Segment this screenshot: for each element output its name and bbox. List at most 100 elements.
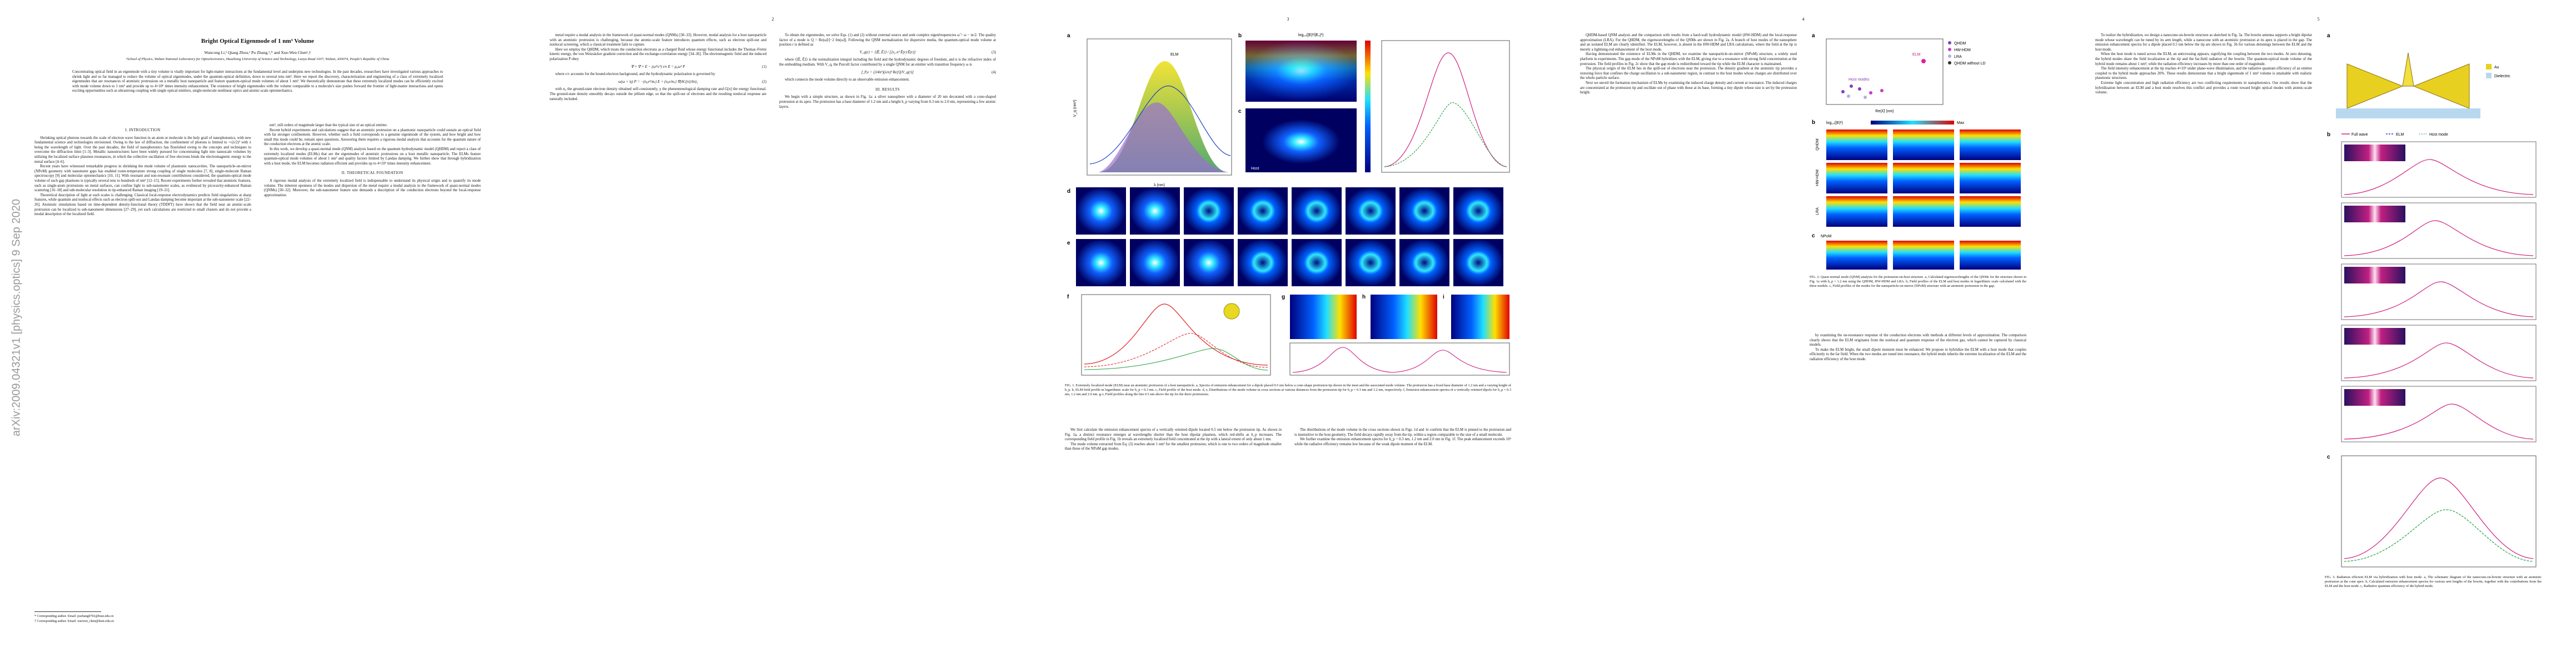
paragraph: where ε∞ accounts for the bound-electron… (555, 72, 715, 77)
legend-label: QHDM without LD (1954, 62, 1985, 66)
paragraph: When the host mode is tuned across the E… (2095, 52, 2312, 66)
equation-body: f_P,e = (3/4π²)(λ/n)³ Re[Q/V_q(r)] (861, 70, 914, 74)
legend-label: Host mode (2429, 133, 2448, 137)
graphic (1826, 241, 1887, 270)
graphic (1346, 239, 1396, 286)
panel-label: c (1812, 233, 1815, 239)
curve (2344, 477, 2534, 559)
graphic (2341, 263, 2537, 320)
curve (1292, 347, 1507, 373)
text-column: QHDM-based QNM analysis and the comparis… (1580, 33, 1797, 634)
row-label: LRA (1816, 207, 1820, 215)
text-column: To realize the hybridization, we design … (2095, 33, 2312, 634)
equation-number: (3) (991, 50, 996, 54)
graphic (1130, 187, 1180, 235)
text-column: metal require a modal analysis in the fr… (550, 33, 766, 634)
equation-body: ∇ × ∇ × E − (ω²/c²) ε∞ E = μ₀ω² P (631, 64, 685, 69)
graphic (2344, 206, 2405, 222)
authors: Wancong Li,¹ Qiang Zhou,¹ Pu Zhang,¹,* a… (204, 50, 311, 55)
page: 4 a Re(λ̃) (nm) ELM Host modes QHDM HW-H… (1546, 0, 2061, 667)
mode-maps (1826, 130, 2021, 227)
equation-body: ω(ω + iγ) P = −(n₀e²/mₑ) E + (n₀e/mₑ) ∇(… (618, 79, 698, 84)
text-column: I. INTRODUCTION Shrinking optical photons… (34, 123, 251, 607)
mode-maps (1076, 187, 1503, 235)
paragraph: metal require a modal analysis in the fr… (550, 33, 766, 47)
axes (1087, 38, 1232, 176)
legend-label: ELM (2396, 133, 2404, 137)
bowtie-arm (2413, 63, 2470, 109)
text-column: To obtain the eigenmodes, we solve Eqs. … (779, 33, 996, 634)
footnote-rule (34, 611, 101, 612)
scatter (1841, 59, 1926, 99)
figure-3: a Au Dielectric b Full wave ELM Host mod… (2327, 33, 2537, 568)
footnote: * Corresponding author. Email: puzhang07… (34, 615, 114, 618)
graphic (2344, 404, 2534, 440)
text-column: by examining the on-resonance response o… (1810, 334, 2026, 634)
panel-label: d (1067, 188, 1070, 195)
graphic (1893, 196, 1954, 227)
graphic (1850, 84, 1853, 88)
graphic (1453, 187, 1503, 235)
curve (1089, 86, 1231, 165)
arxiv-stamp: arXiv:2009.04321v1 [physics.optics] 9 Se… (10, 199, 23, 436)
graphic (1076, 187, 1126, 235)
paragraph: The field intensity enhancement at the t… (2095, 67, 2312, 81)
graphic (1841, 90, 1845, 93)
graphic (2344, 328, 2405, 345)
annotation: ELM (1912, 53, 1921, 57)
curve (1384, 52, 1507, 167)
equation-number: (1) (762, 64, 766, 69)
equation: f_P,e = (3/4π²)(λ/n)³ Re[Q/V_q(r)] (4) (779, 71, 996, 76)
heatmap (1451, 295, 1509, 339)
legend-marker (1948, 61, 1951, 64)
annotation: ELM (1170, 53, 1179, 57)
colorbar-label: log₁₀(|E|²) (1826, 121, 1843, 125)
equation: ω(ω + iγ) P = −(n₀e²/mₑ) E + (n₀e/mₑ) ∇(… (550, 80, 766, 85)
graphic (2344, 220, 2534, 256)
page: 3 a λ (nm) V_q (nm³) ELM b log₁₀(|E|²/|E… (1030, 0, 1546, 667)
row-label: HW-HDM (1816, 170, 1820, 186)
page: arXiv:2009.04321v1 [physics.optics] 9 Se… (0, 0, 515, 667)
panel-label: c (2327, 454, 2330, 460)
legend-swatch (2486, 73, 2492, 78)
legend-label: Au (2494, 66, 2499, 69)
abstract: Concentrating optical field in an eigenm… (72, 70, 443, 93)
text-column: We first calculate the emission enhancem… (1065, 428, 1282, 634)
graphic (1869, 91, 1872, 94)
equation-body: V_q(r) = ⟨⟨Ẽ, Ẽ⟩⟩ / [2ε₀ n² Ẽ(r)·Ẽ(r)] (859, 50, 916, 54)
paragraph: with n₀ the ground-state electron densit… (550, 87, 766, 101)
paragraph: The mode volume extracted from Eq. (3) r… (1065, 442, 1282, 451)
heatmap (1262, 120, 1340, 164)
page-number: 5 (2317, 17, 2320, 22)
legend-marker (1948, 54, 1951, 58)
panel-label: b (1812, 120, 1815, 126)
panel-label: a (2327, 33, 2330, 39)
substrate (2336, 108, 2480, 118)
graphic (2341, 325, 2537, 381)
paragraph: To make the ELM bright, the small dipole… (1810, 347, 2026, 361)
paragraph: Shrinking optical photons towards the sc… (34, 136, 251, 164)
graphic (1880, 89, 1884, 92)
graphic (1847, 94, 1850, 98)
paragraph: We further examine the emission enhancem… (1294, 437, 1511, 446)
graphic (1960, 196, 2021, 227)
graphic (1826, 196, 1887, 227)
graphic (1184, 239, 1234, 286)
graphic (1921, 59, 1926, 63)
graphic (1292, 239, 1342, 286)
graphic (1893, 163, 1954, 193)
panel-label: b (2327, 132, 2330, 138)
annotation: Host (1251, 167, 1259, 171)
graphic (1238, 239, 1288, 286)
graphic (1238, 187, 1288, 235)
axes (1081, 294, 1271, 376)
graphic (1184, 187, 1234, 235)
mode-maps (1826, 241, 2021, 270)
legend-label: HW-HDM (1954, 48, 1971, 52)
paragraph: Theoretical description of light at such… (34, 193, 251, 217)
graphic (1858, 87, 1861, 91)
axes (1381, 40, 1510, 173)
panel-label: h (1362, 294, 1366, 300)
panel-label: a (1812, 33, 1815, 39)
